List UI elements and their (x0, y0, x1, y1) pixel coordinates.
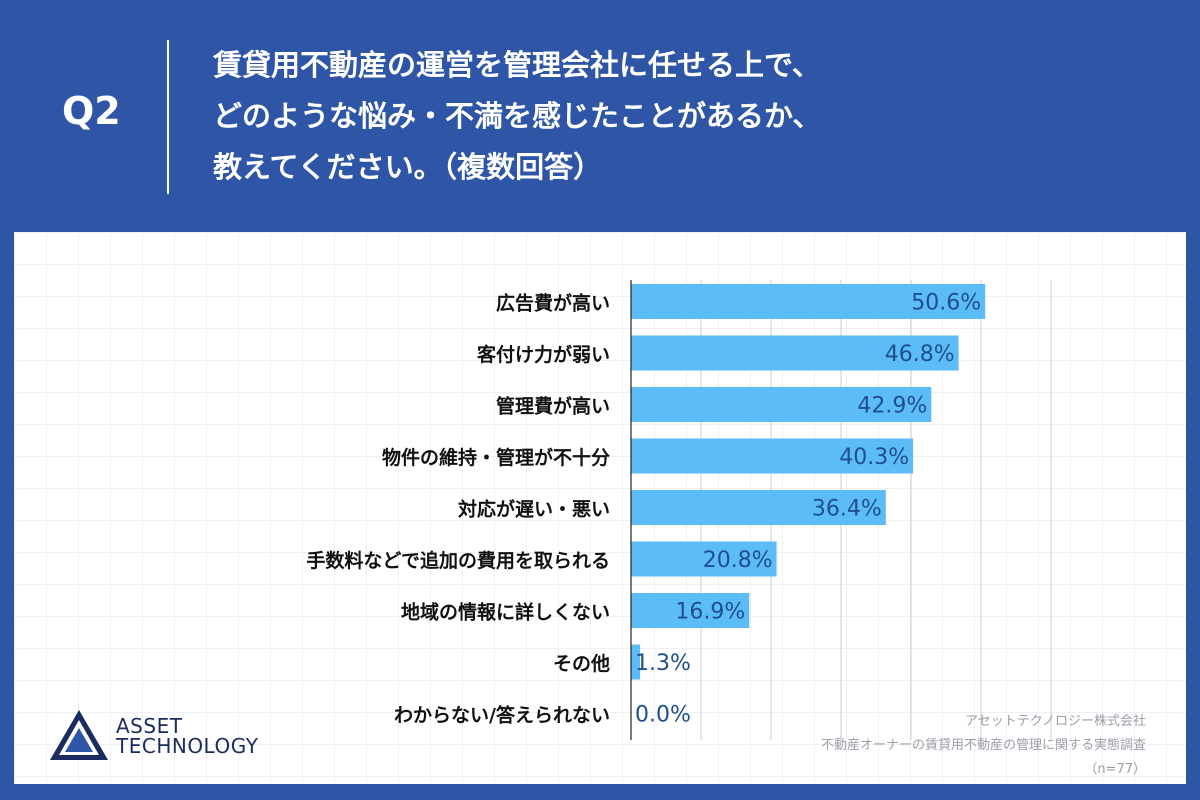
question-line-2: どのような悩み・不満を感じたことがあるか、 (213, 99, 822, 133)
data-label: 20.8% (703, 548, 773, 573)
bar (631, 644, 641, 680)
question-line-1: 賃貸用不動産の運営を管理会社に任せる上で、 (213, 48, 821, 82)
category-label: 物件の維持・管理が不十分 (382, 446, 610, 469)
bar (631, 438, 914, 474)
header: Q2 賃貸用不動産の運営を管理会社に任せる上で、 どのような悩み・不満を感じたこ… (0, 0, 1200, 232)
chart-panel: 広告費が高い 50.6% 客付け力が弱い 46.8% 管理費が高い 42.9% 物件の維持・… (14, 232, 1186, 784)
data-label: 0.0% (635, 703, 691, 728)
logo-text-technology: TECHNOLOGY (116, 734, 259, 758)
category-label: 広告費が高い (496, 292, 610, 315)
question-text: 賃貸用不動産の運営を管理会社に任せる上で、 どのような悩み・不満を感じたことがあ… (213, 40, 1173, 193)
question-number: Q2 (62, 89, 121, 133)
bar (631, 387, 932, 422)
bar (631, 541, 777, 577)
category-label: 地域の情報に詳しくない (401, 601, 610, 624)
category-label: 手数料などで追加の費用を取られる (306, 549, 610, 572)
company-logo: ASSET TECHNOLOGY (48, 708, 308, 764)
question-line-3: 教えてください。（複数回答） (213, 150, 603, 184)
data-label: 46.8% (885, 342, 955, 367)
category-label: わからない/答えられない (394, 704, 610, 727)
bar (631, 284, 986, 319)
data-label: 36.4% (812, 497, 882, 522)
bar-chart: 広告費が高い 50.6% 客付け力が弱い 46.8% 管理費が高い 42.9% 物件の維持・… (306, 280, 1052, 740)
logo-text-asset: ASSET (116, 714, 183, 738)
category-label: その他 (553, 652, 610, 675)
header-divider (167, 40, 169, 194)
data-label: 42.9% (857, 394, 927, 419)
footer-company: アセットテクノロジー株式会社 (965, 714, 1146, 729)
footer-survey: 不動産オーナーの賃貸用不動産の管理に関する実態調査 (820, 738, 1146, 753)
category-label: 管理費が高い (496, 395, 610, 418)
bar (631, 490, 886, 525)
bar (631, 335, 959, 371)
data-label: 16.9% (675, 600, 745, 625)
footer-sample-size: （n=77） (1084, 762, 1146, 777)
data-label: 1.3% (635, 651, 691, 676)
logo-triangle-icon (50, 710, 108, 760)
category-label: 客付け力が弱い (477, 343, 610, 366)
bar (631, 593, 750, 628)
data-label: 40.3% (839, 445, 909, 470)
category-label: 対応が遅い・悪い (457, 498, 610, 521)
data-label: 50.6% (911, 291, 981, 316)
